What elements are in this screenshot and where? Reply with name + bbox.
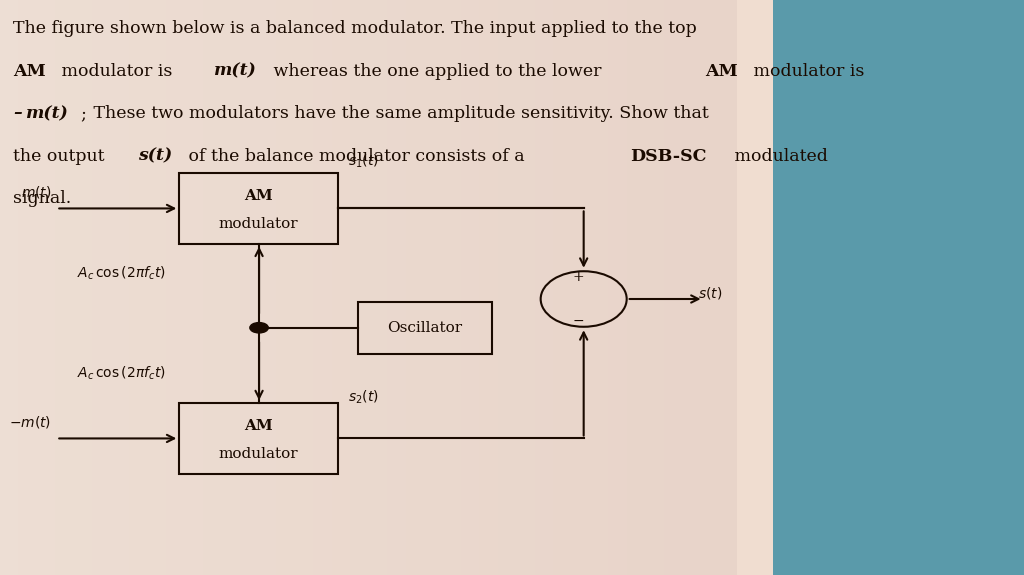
Bar <box>590 0 608 575</box>
Text: of the balance modulator consists of a: of the balance modulator consists of a <box>182 148 529 165</box>
Text: m(t): m(t) <box>25 105 68 122</box>
Text: $s_2(t)$: $s_2(t)$ <box>348 389 379 406</box>
Bar <box>682 0 700 575</box>
Text: modulator: modulator <box>219 447 298 461</box>
Bar <box>553 0 571 575</box>
Bar <box>516 0 535 575</box>
Bar <box>664 0 682 575</box>
Bar <box>203 0 221 575</box>
Text: $A_c\,\mathrm{cos}\,(2\pi f_c t)$: $A_c\,\mathrm{cos}\,(2\pi f_c t)$ <box>77 365 166 382</box>
Bar <box>179 402 338 474</box>
Text: AM: AM <box>244 189 273 203</box>
Bar <box>479 0 498 575</box>
Text: AM: AM <box>244 419 273 433</box>
Bar <box>535 0 553 575</box>
Text: AM: AM <box>13 63 46 80</box>
Bar <box>111 0 129 575</box>
Bar <box>358 302 492 354</box>
Bar <box>240 0 258 575</box>
Bar <box>719 0 737 575</box>
Bar <box>92 0 111 575</box>
Bar <box>129 0 147 575</box>
Bar <box>18 0 37 575</box>
Bar <box>571 0 590 575</box>
Bar <box>147 0 166 575</box>
Bar <box>608 0 627 575</box>
Bar <box>773 0 1024 575</box>
Text: $s_1(t)$: $s_1(t)$ <box>348 152 379 170</box>
Bar <box>74 0 92 575</box>
Text: These two modulators have the same amplitude sensitivity. Show that: These two modulators have the same ampli… <box>87 105 709 122</box>
Bar <box>258 0 276 575</box>
Bar <box>627 0 645 575</box>
Text: The figure shown below is a balanced modulator. The input applied to the top: The figure shown below is a balanced mod… <box>13 20 697 37</box>
Bar <box>645 0 664 575</box>
Bar <box>424 0 442 575</box>
Bar <box>37 0 55 575</box>
Bar <box>55 0 74 575</box>
Text: modulator is: modulator is <box>55 63 177 80</box>
Text: $A_c\,\mathrm{cos}\,(2\pi f_c t)$: $A_c\,\mathrm{cos}\,(2\pi f_c t)$ <box>77 264 166 282</box>
Bar <box>461 0 479 575</box>
Bar <box>369 0 387 575</box>
Text: –: – <box>13 105 23 122</box>
Text: whereas the one applied to the lower: whereas the one applied to the lower <box>268 63 607 80</box>
Text: modulator is: modulator is <box>748 63 864 80</box>
Bar <box>442 0 461 575</box>
Bar <box>313 0 332 575</box>
Bar <box>0 0 18 575</box>
Bar <box>332 0 350 575</box>
Text: $m(t)$: $m(t)$ <box>20 184 51 200</box>
Text: $s(t)$: $s(t)$ <box>698 285 723 301</box>
Bar <box>184 0 203 575</box>
Text: signal.: signal. <box>13 190 72 208</box>
Bar <box>179 172 338 244</box>
Bar <box>0 0 737 575</box>
Bar <box>221 0 240 575</box>
Bar <box>350 0 369 575</box>
Text: ;: ; <box>80 105 86 122</box>
Text: s(t): s(t) <box>138 148 173 165</box>
Text: modulator: modulator <box>219 217 298 231</box>
Text: Oscillator: Oscillator <box>387 321 463 335</box>
Bar <box>387 0 406 575</box>
Text: modulated: modulated <box>729 148 828 165</box>
Text: $-m(t)$: $-m(t)$ <box>9 414 51 430</box>
Circle shape <box>250 323 268 333</box>
Text: m(t): m(t) <box>213 63 256 80</box>
Text: +: + <box>572 270 585 284</box>
Text: DSB-SC: DSB-SC <box>631 148 707 165</box>
Text: −: − <box>572 314 585 328</box>
Bar <box>498 0 516 575</box>
Bar <box>700 0 719 575</box>
Bar <box>276 0 295 575</box>
Text: AM: AM <box>706 63 738 80</box>
Bar <box>166 0 184 575</box>
Text: the output: the output <box>13 148 111 165</box>
Bar <box>295 0 313 575</box>
Bar <box>406 0 424 575</box>
